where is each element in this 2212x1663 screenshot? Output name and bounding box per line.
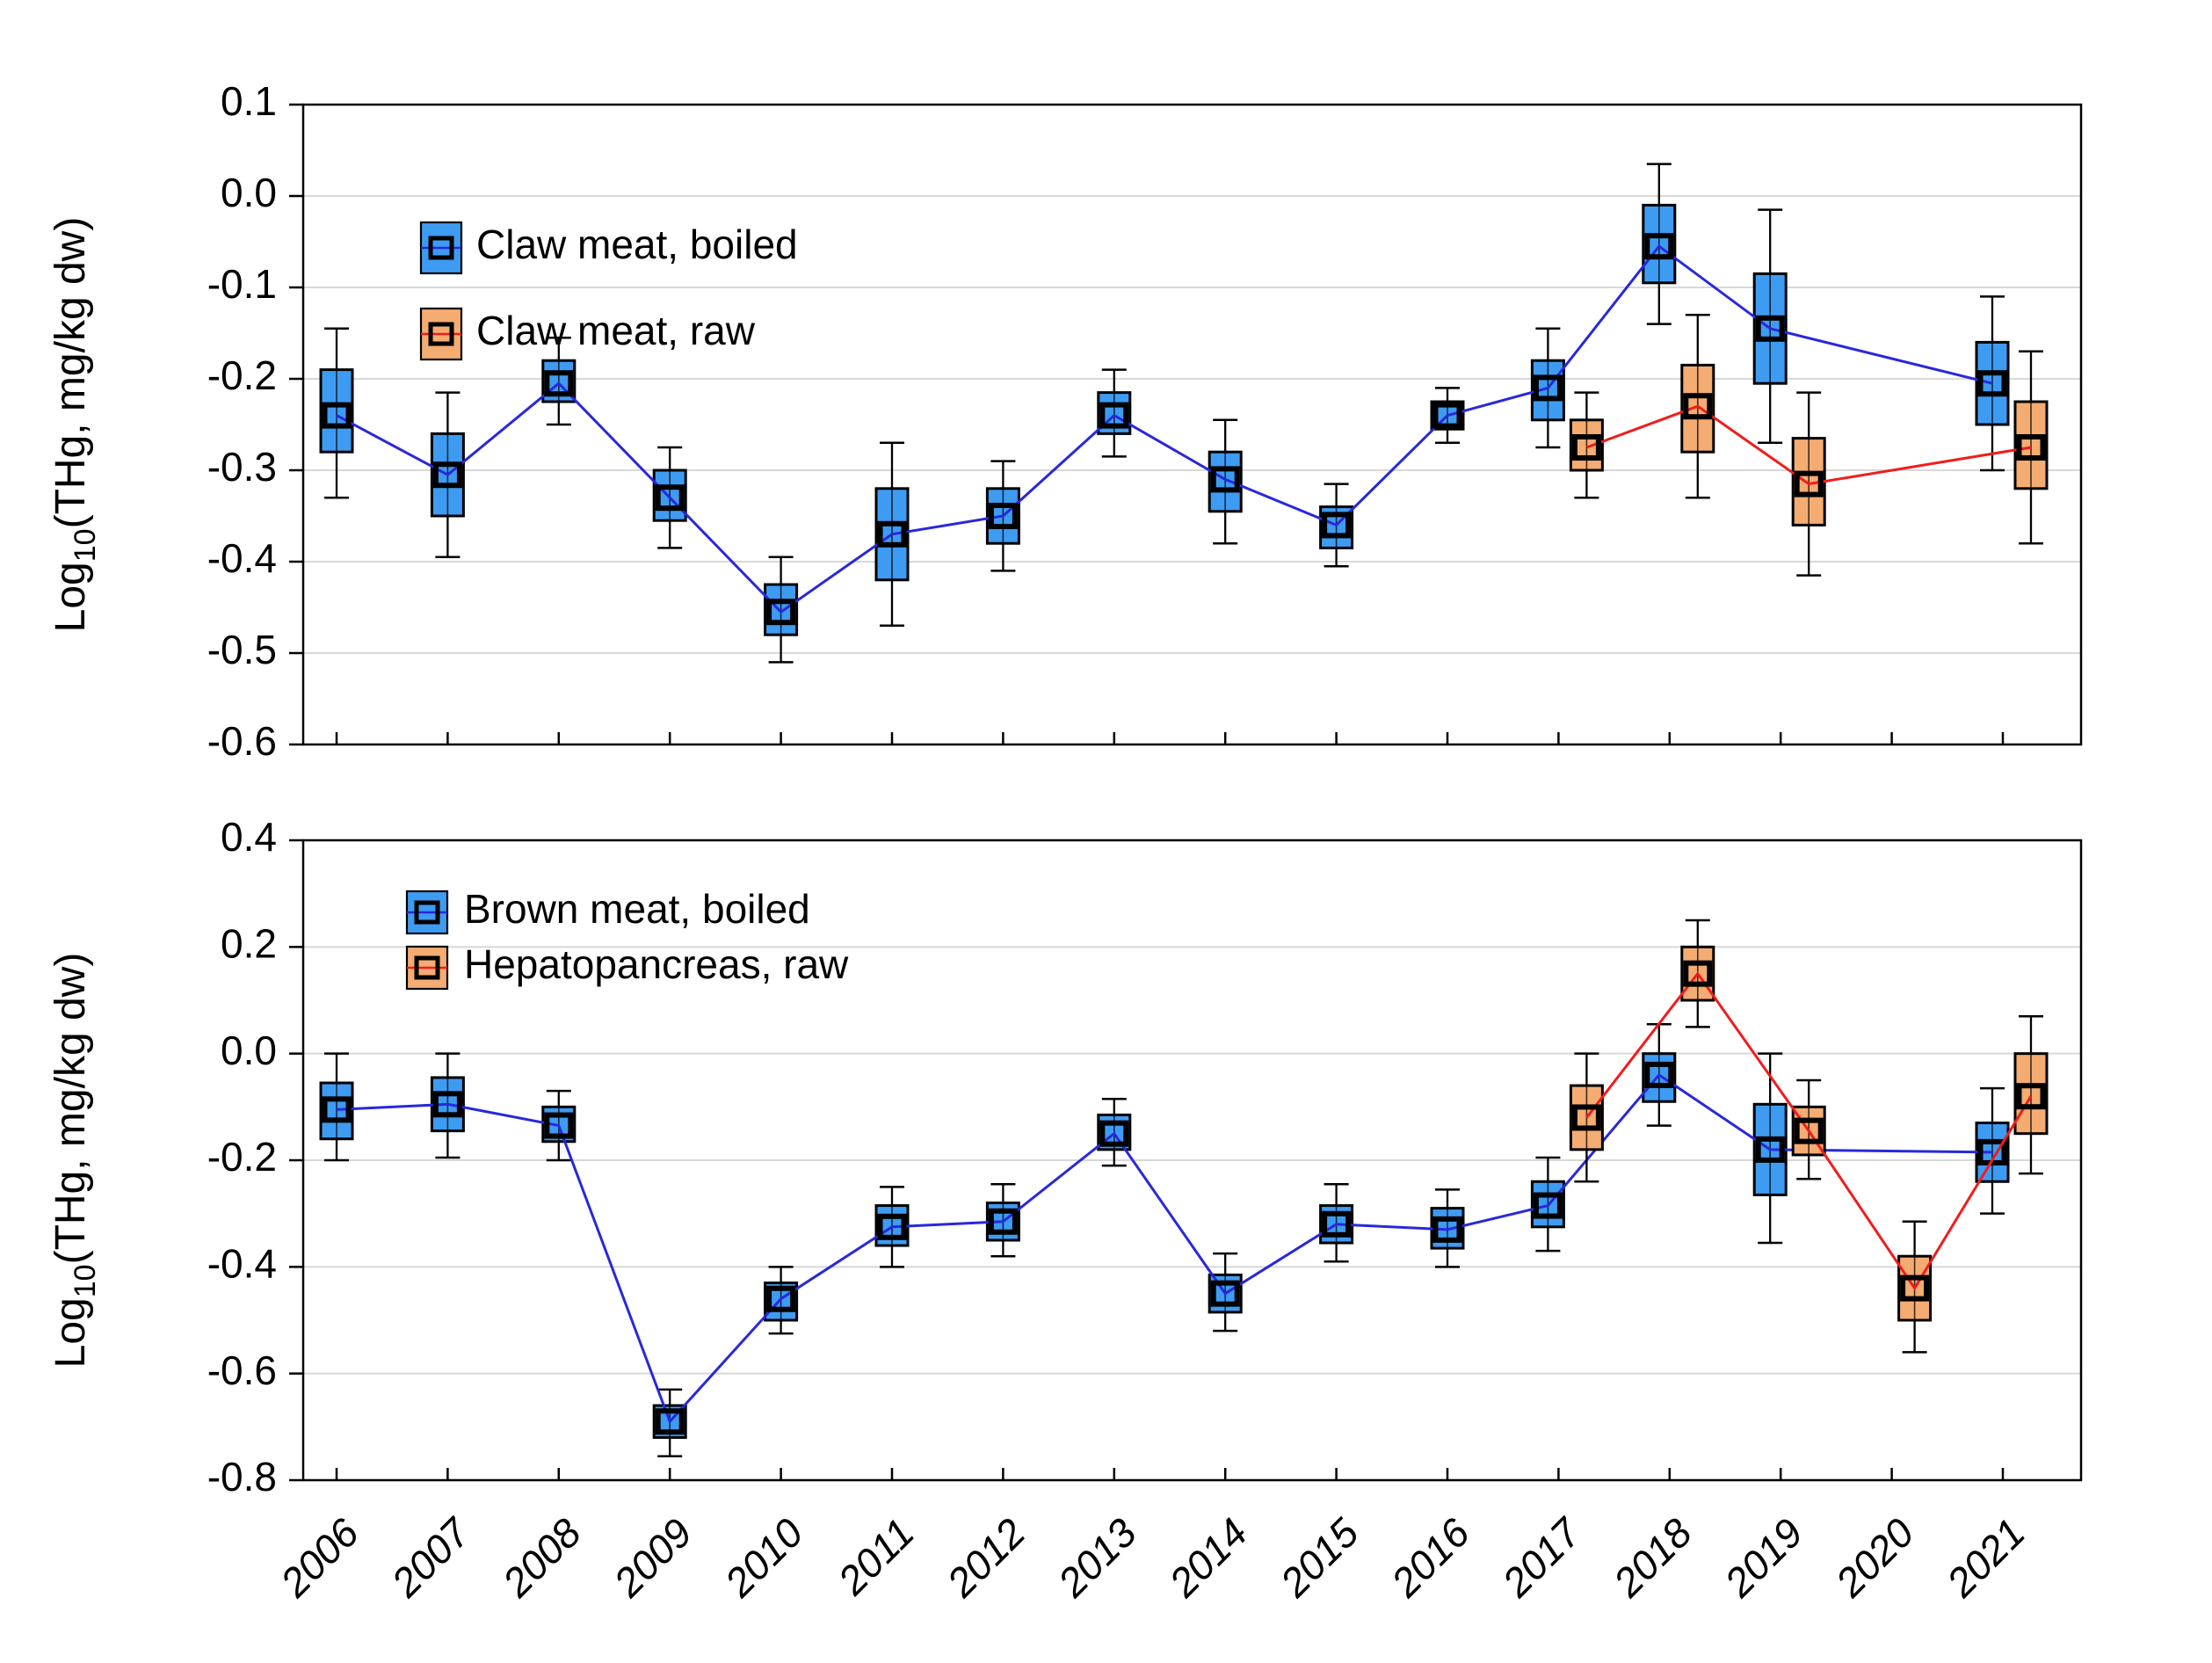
median-marker-claw-meat-boiled-2015 [1322,512,1352,539]
median-marker-claw-meat-boiled-2014 [1210,466,1240,493]
legend-label: Brown meat, boiled [464,886,810,932]
legend-bottom: Brown meat, boiled Hepatopancreas, raw [405,886,849,991]
y-tick-label: 0.4 [221,814,277,860]
legend-label: Hepatopancreas, raw [464,941,849,987]
y-axis-title-bottom: Log10(THg, mg/kg dw) [47,953,102,1369]
median-marker-brown-meat-boiled-2014 [1210,1280,1240,1307]
median-marker-brown-meat-boiled-2018 [1644,1061,1674,1088]
median-marker-hepatopancreas-raw-2021 [2016,1083,2046,1110]
median-marker-claw-meat-boiled-2006 [322,402,352,429]
legend-item-claw-meat-boiled: Claw meat, boiled [419,221,798,275]
median-marker-claw-meat-boiled-2008 [544,370,574,397]
y-tick-label: 0.1 [221,78,277,124]
median-marker-claw-meat-raw-2019 [1794,470,1824,497]
median-marker-claw-meat-boiled-2007 [432,461,462,489]
y-tick-label: -0.5 [207,627,277,672]
legend-label: Claw meat, raw [476,308,756,353]
series-brown-meat-boiled [319,1023,2010,1457]
median-marker-brown-meat-boiled-2010 [766,1285,796,1312]
median-marker-brown-meat-boiled-2016 [1432,1216,1462,1243]
median-marker-brown-meat-boiled-2006 [322,1096,352,1123]
median-marker-hepatopancreas-raw-2018 [1683,960,1713,987]
median-marker-claw-meat-raw-2021 [2016,434,2046,461]
median-marker-brown-meat-boiled-2021 [1977,1138,2007,1166]
median-marker-brown-meat-boiled-2007 [432,1091,462,1118]
y-tick-label: -0.2 [207,352,277,398]
series-line-claw-meat-raw [1585,404,2032,486]
y-axis-title-top: Log10(THg, mg/kg dw) [47,217,102,633]
y-tick-label: -0.2 [207,1134,277,1180]
y-tick-label: -0.4 [207,535,277,581]
legend-median-marker [414,955,440,980]
legend-label: Claw meat, boiled [476,221,798,267]
median-marker-claw-meat-boiled-2011 [877,520,907,548]
legend-median-marker [428,236,454,260]
median-marker-hepatopancreas-raw-2017 [1571,1104,1601,1131]
legend-item-brown-meat-boiled: Brown meat, boiled [405,886,810,935]
y-tick-label: -0.1 [207,261,277,307]
median-marker-brown-meat-boiled-2013 [1099,1120,1129,1147]
legend-top: Claw meat, boiled Claw meat, raw [419,221,798,361]
median-marker-claw-meat-boiled-2012 [988,503,1018,529]
median-marker-brown-meat-boiled-2019 [1755,1136,1785,1163]
y-tick-label: 0.0 [221,1028,277,1073]
y-tick-label: -0.4 [207,1240,277,1286]
median-marker-brown-meat-boiled-2009 [655,1408,685,1435]
median-marker-claw-meat-boiled-2019 [1755,315,1785,342]
median-marker-claw-meat-boiled-2016 [1432,402,1462,429]
y-tick-label: -0.6 [207,1347,277,1393]
median-marker-claw-meat-boiled-2009 [655,484,685,512]
y-tick-label: -0.6 [207,718,277,764]
median-marker-claw-meat-boiled-2010 [766,599,796,626]
legend-median-marker [428,322,454,346]
median-marker-brown-meat-boiled-2012 [988,1208,1018,1235]
top-panel-frame [301,103,2083,746]
median-marker-claw-meat-boiled-2017 [1533,374,1563,402]
panel-bottom: 0.4 0.2 0.0 -0.2 -0.4 -0.6 -0.8 Brown meat, boi… [47,814,2083,1500]
y-tick-label: -0.3 [207,444,277,490]
y-tick-label: -0.8 [207,1454,277,1500]
median-marker-claw-meat-boiled-2018 [1644,233,1674,260]
series-line-brown-meat-boiled [336,1072,1993,1425]
median-marker-brown-meat-boiled-2017 [1533,1192,1563,1219]
y-tick-label: 0.2 [221,920,277,966]
y-tick-label: 0.0 [221,170,277,215]
median-marker-claw-meat-raw-2018 [1683,393,1713,420]
series-claw-meat-boiled [319,163,2010,664]
median-marker-claw-meat-raw-2017 [1571,434,1601,461]
legend-item-claw-meat-raw: Claw meat, raw [419,307,756,361]
series-line-claw-meat-boiled [336,244,1993,614]
legend-median-marker [414,900,440,925]
median-marker-claw-meat-boiled-2021 [1977,370,2007,397]
series-line-hepatopancreas-raw [1585,971,2033,1291]
median-marker-claw-meat-boiled-2013 [1099,402,1129,429]
median-marker-brown-meat-boiled-2015 [1322,1210,1352,1238]
panel-top: 0.1 0.0 -0.1 -0.2 -0.3 -0.4 -0.5 -0.6 Claw meat,… [47,78,2083,764]
series-hepatopancreas-raw [1569,919,2049,1354]
median-marker-brown-meat-boiled-2011 [877,1213,907,1240]
legend-item-hepatopancreas-raw: Hepatopancreas, raw [405,941,849,991]
median-marker-brown-meat-boiled-2008 [544,1112,574,1139]
series-claw-meat-raw [1569,313,2049,577]
median-marker-hepatopancreas-raw-2019 [1794,1117,1824,1144]
median-marker-hepatopancreas-raw-2020 [1900,1274,1930,1302]
